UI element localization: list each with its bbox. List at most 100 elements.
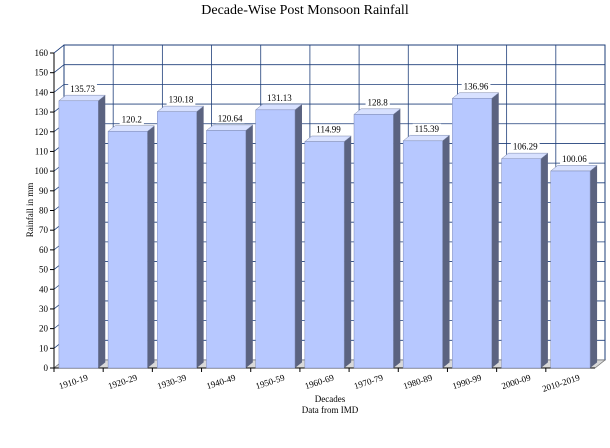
bar-top <box>254 103 303 111</box>
data-label-text: 128.8 <box>368 97 389 107</box>
bar-1920-29 <box>107 125 156 369</box>
data-label-text: 120.2 <box>122 114 142 124</box>
y-tick-label: 20 <box>39 324 49 334</box>
y-tick-label: 80 <box>39 206 49 216</box>
data-label-1950-59: 131.13 <box>264 92 294 103</box>
bar-top <box>500 152 549 159</box>
bar-1940-49 <box>205 124 254 369</box>
data-label-text: 114.99 <box>316 125 341 135</box>
bar-2010-2019 <box>550 165 598 369</box>
x-tick-label: 2000-09 <box>500 372 532 391</box>
bar-1950-59 <box>254 103 303 369</box>
bar-top <box>58 94 106 102</box>
data-label-bg <box>510 141 540 152</box>
bar-side <box>590 165 598 368</box>
y-tick-label: 50 <box>39 265 49 275</box>
data-label-bg <box>314 124 343 135</box>
bar-front <box>452 98 492 369</box>
y-tick-label: 90 <box>39 186 49 196</box>
x-axis-title: Decades <box>315 394 346 404</box>
bar-side <box>196 106 204 368</box>
bar-2000-09 <box>500 152 549 369</box>
y-tick-label: 150 <box>35 68 49 78</box>
bar-side <box>393 108 401 368</box>
bar-front <box>402 140 443 369</box>
bar-1910-19 <box>58 94 106 369</box>
bar-top <box>451 92 500 99</box>
y-axis-title: Rainfall in mm <box>25 183 35 238</box>
bar-1980-89 <box>402 134 451 369</box>
y-tick-label: 60 <box>39 245 49 255</box>
data-label-1960-69: 114.99 <box>314 124 343 135</box>
data-labels: 135.73 120.2 130.18 120.64 131.13 114.99 128.8… <box>68 81 589 165</box>
data-label-1920-29: 120.2 <box>119 114 144 125</box>
data-label-1980-89: 115.39 <box>412 123 442 134</box>
data-label-text: 100.06 <box>562 154 587 164</box>
data-label-2010-2019: 100.06 <box>560 154 589 165</box>
y-tick-label: 0 <box>44 363 49 373</box>
data-label-1910-19: 135.73 <box>68 83 97 94</box>
grid-line-side <box>53 84 65 93</box>
x-tick-label: 1930-39 <box>156 372 188 391</box>
y-tick-label: 160 <box>35 48 49 58</box>
y-tick-label: 100 <box>35 166 49 176</box>
x-tick-label: 1950-59 <box>254 372 286 391</box>
x-tick-label: 1980-89 <box>402 372 434 391</box>
bar-top <box>107 125 156 132</box>
data-label-text: 131.13 <box>267 93 292 103</box>
bar-front <box>304 141 345 369</box>
bar-front <box>206 130 247 369</box>
bar-top <box>402 134 451 142</box>
bar-side <box>540 153 548 368</box>
bar-front <box>501 158 542 369</box>
bar-front <box>353 114 394 369</box>
data-label-1970-79: 128.8 <box>365 97 390 108</box>
bar-side <box>344 136 352 368</box>
bar-1930-39 <box>156 105 205 369</box>
x-tick-label: 1970-79 <box>353 372 385 391</box>
bar-front <box>550 170 591 369</box>
data-label-bg <box>166 94 196 105</box>
data-label-text: 115.39 <box>415 124 440 134</box>
data-label-text: 120.64 <box>218 113 243 123</box>
data-label-bg <box>365 97 390 108</box>
data-label-bg <box>119 114 144 125</box>
y-tick-label: 30 <box>39 304 49 314</box>
y-tick-label: 110 <box>35 146 49 156</box>
bar-top <box>550 165 598 172</box>
y-tick-label: 70 <box>39 225 49 235</box>
bar-front <box>157 111 197 369</box>
x-tick-label: 1990-99 <box>451 372 483 391</box>
bar-1970-79 <box>353 108 402 369</box>
data-label-1940-49: 120.64 <box>215 113 245 124</box>
data-label-text: 106.29 <box>513 142 538 152</box>
y-tick-label: 40 <box>39 284 49 294</box>
data-label-text: 135.73 <box>70 84 95 94</box>
x-tick-label: 1920-29 <box>107 372 139 391</box>
data-label-bg <box>215 113 245 124</box>
side-wall-top <box>53 44 65 54</box>
bar-side <box>147 125 155 368</box>
x-axis-ticks: 1910-19 1920-29 1930-39 1940-49 1950-59 1960-… <box>53 368 582 394</box>
bar-top <box>304 135 352 142</box>
x-tick-label: 2010-2019 <box>541 372 582 394</box>
bars <box>58 92 598 369</box>
data-label-bg <box>560 154 589 165</box>
x-axis-subtitle: Data from IMD <box>302 405 359 415</box>
chart-title: Decade-Wise Post Monsoon Rainfall <box>201 3 409 18</box>
data-label-text: 136.96 <box>464 81 489 91</box>
y-tick-label: 140 <box>35 87 49 97</box>
grid-line-side <box>53 64 65 73</box>
data-label-2000-09: 106.29 <box>510 141 540 152</box>
bar-front <box>58 100 99 369</box>
x-tick-label: 1910-19 <box>58 372 90 391</box>
bar-front <box>255 109 296 369</box>
bar-side <box>98 95 106 368</box>
bar-top <box>156 105 205 112</box>
data-label-1930-39: 130.18 <box>166 94 196 105</box>
data-label-1990-99: 136.96 <box>461 81 491 92</box>
x-tick-label: 1940-49 <box>205 372 237 391</box>
y-tick-label: 120 <box>35 127 49 137</box>
bar-top <box>205 124 254 131</box>
